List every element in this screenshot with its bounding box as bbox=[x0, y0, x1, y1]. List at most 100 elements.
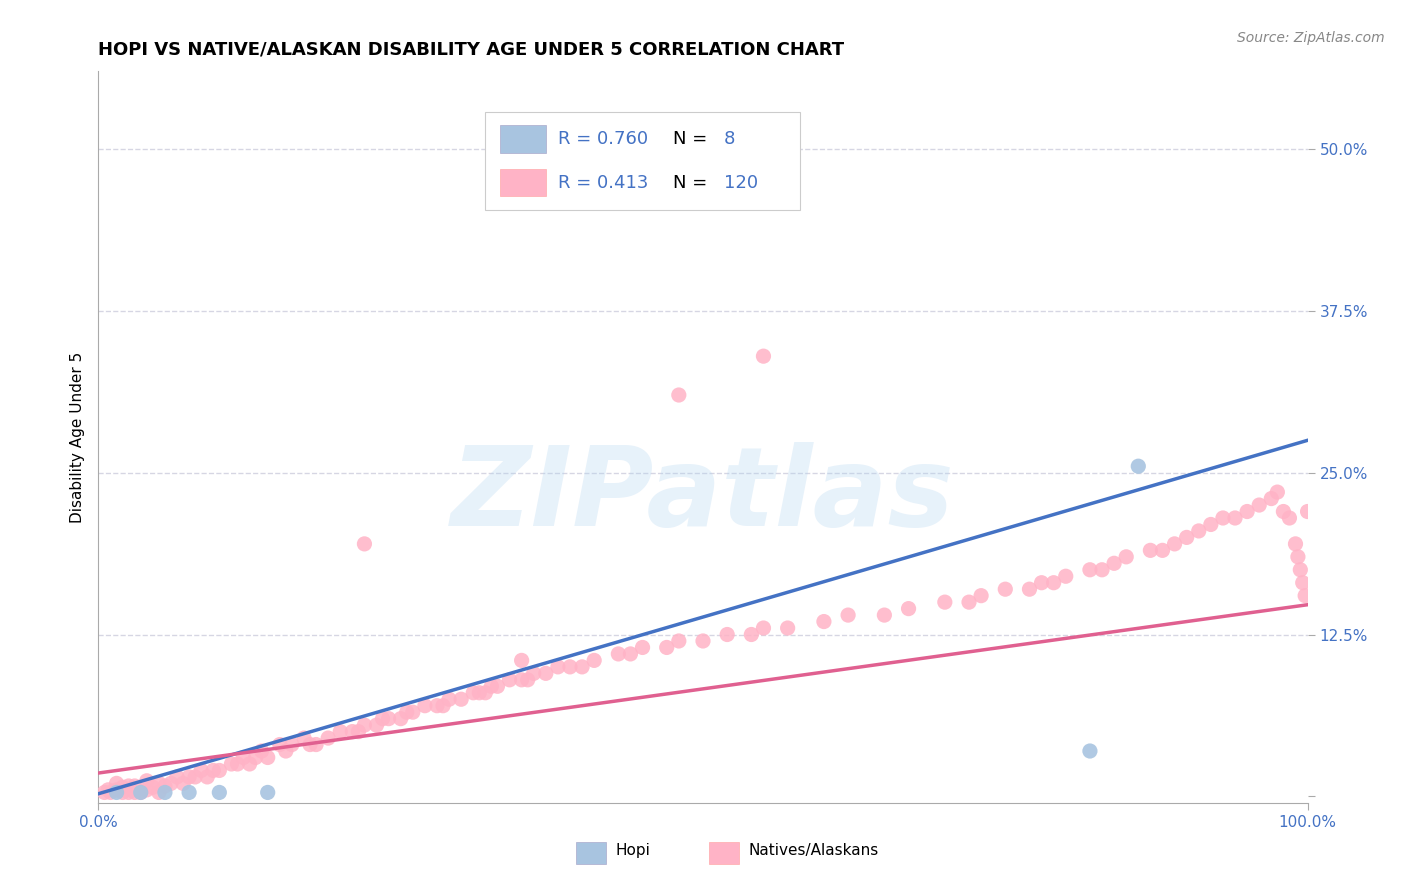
Point bbox=[100, 785, 122, 799]
Point bbox=[135, 782, 157, 797]
Point bbox=[129, 785, 152, 799]
Point bbox=[111, 780, 134, 795]
Point bbox=[299, 738, 322, 752]
Point bbox=[232, 750, 254, 764]
Point bbox=[510, 653, 533, 667]
Point bbox=[366, 718, 388, 732]
Point bbox=[1199, 517, 1222, 532]
Point bbox=[148, 785, 170, 799]
Point bbox=[269, 738, 291, 752]
Point bbox=[1212, 511, 1234, 525]
Text: Hopi: Hopi bbox=[616, 843, 651, 858]
Text: 8: 8 bbox=[724, 130, 735, 148]
Point bbox=[413, 698, 436, 713]
Point bbox=[1091, 563, 1114, 577]
Text: HOPI VS NATIVE/ALASKAN DISABILITY AGE UNDER 5 CORRELATION CHART: HOPI VS NATIVE/ALASKAN DISABILITY AGE UN… bbox=[98, 41, 845, 59]
Point bbox=[118, 779, 141, 793]
Point bbox=[897, 601, 920, 615]
Point bbox=[716, 627, 738, 641]
Point bbox=[558, 660, 581, 674]
Point bbox=[342, 724, 364, 739]
Point bbox=[752, 621, 775, 635]
Text: Natives/Alaskans: Natives/Alaskans bbox=[749, 843, 879, 858]
Point bbox=[208, 785, 231, 799]
Point bbox=[1139, 543, 1161, 558]
Point bbox=[148, 776, 170, 790]
Point bbox=[813, 615, 835, 629]
Text: N =: N = bbox=[672, 174, 707, 192]
Point bbox=[1115, 549, 1137, 564]
Point bbox=[523, 666, 546, 681]
Point bbox=[316, 731, 339, 745]
Point bbox=[837, 608, 859, 623]
Point bbox=[172, 776, 194, 790]
Text: R = 0.413: R = 0.413 bbox=[558, 174, 648, 192]
Point bbox=[450, 692, 472, 706]
Point bbox=[970, 589, 993, 603]
FancyBboxPatch shape bbox=[576, 841, 606, 863]
Point bbox=[124, 785, 146, 799]
Point bbox=[740, 627, 762, 641]
Point bbox=[239, 756, 262, 771]
Point bbox=[1078, 563, 1101, 577]
Point bbox=[481, 679, 503, 693]
Point bbox=[105, 776, 128, 790]
Point bbox=[202, 764, 225, 778]
Point bbox=[250, 744, 273, 758]
Point bbox=[353, 718, 375, 732]
Point bbox=[245, 750, 267, 764]
Point bbox=[1286, 549, 1309, 564]
Point bbox=[124, 779, 146, 793]
Point bbox=[1152, 543, 1174, 558]
Point bbox=[135, 773, 157, 788]
Point bbox=[1260, 491, 1282, 506]
Point bbox=[692, 634, 714, 648]
Point bbox=[619, 647, 641, 661]
Point bbox=[1267, 485, 1289, 500]
Point bbox=[93, 785, 115, 799]
Point bbox=[873, 608, 896, 623]
FancyBboxPatch shape bbox=[501, 126, 546, 153]
Point bbox=[1236, 504, 1258, 518]
Point bbox=[166, 770, 188, 784]
Text: Source: ZipAtlas.com: Source: ZipAtlas.com bbox=[1237, 31, 1385, 45]
Point bbox=[1294, 589, 1316, 603]
Point bbox=[474, 686, 496, 700]
Point bbox=[292, 731, 315, 745]
Point bbox=[347, 724, 370, 739]
Point bbox=[371, 712, 394, 726]
Point bbox=[1128, 459, 1150, 474]
Text: R = 0.760: R = 0.760 bbox=[558, 130, 648, 148]
Point bbox=[668, 634, 690, 648]
Point bbox=[547, 660, 569, 674]
Point bbox=[256, 750, 278, 764]
Y-axis label: Disability Age Under 5: Disability Age Under 5 bbox=[69, 351, 84, 523]
Point bbox=[111, 785, 134, 799]
Text: N =: N = bbox=[672, 130, 707, 148]
Text: 120: 120 bbox=[724, 174, 758, 192]
Point bbox=[179, 770, 201, 784]
Point bbox=[1223, 511, 1246, 525]
Point bbox=[1102, 557, 1125, 571]
Point bbox=[1296, 504, 1319, 518]
Point bbox=[1042, 575, 1064, 590]
FancyBboxPatch shape bbox=[485, 112, 800, 211]
Point bbox=[668, 388, 690, 402]
Point bbox=[534, 666, 557, 681]
Point bbox=[274, 744, 297, 758]
Point bbox=[957, 595, 980, 609]
Point bbox=[1292, 575, 1315, 590]
Point bbox=[402, 705, 425, 719]
Point bbox=[437, 692, 460, 706]
Point bbox=[153, 785, 176, 799]
Point bbox=[179, 785, 201, 799]
Point bbox=[389, 712, 412, 726]
Point bbox=[1054, 569, 1077, 583]
Point bbox=[1175, 530, 1198, 544]
Point bbox=[226, 756, 249, 771]
FancyBboxPatch shape bbox=[501, 169, 546, 196]
Point bbox=[129, 785, 152, 799]
Point bbox=[377, 712, 399, 726]
Text: ZIPatlas: ZIPatlas bbox=[451, 442, 955, 549]
Point bbox=[221, 756, 243, 771]
